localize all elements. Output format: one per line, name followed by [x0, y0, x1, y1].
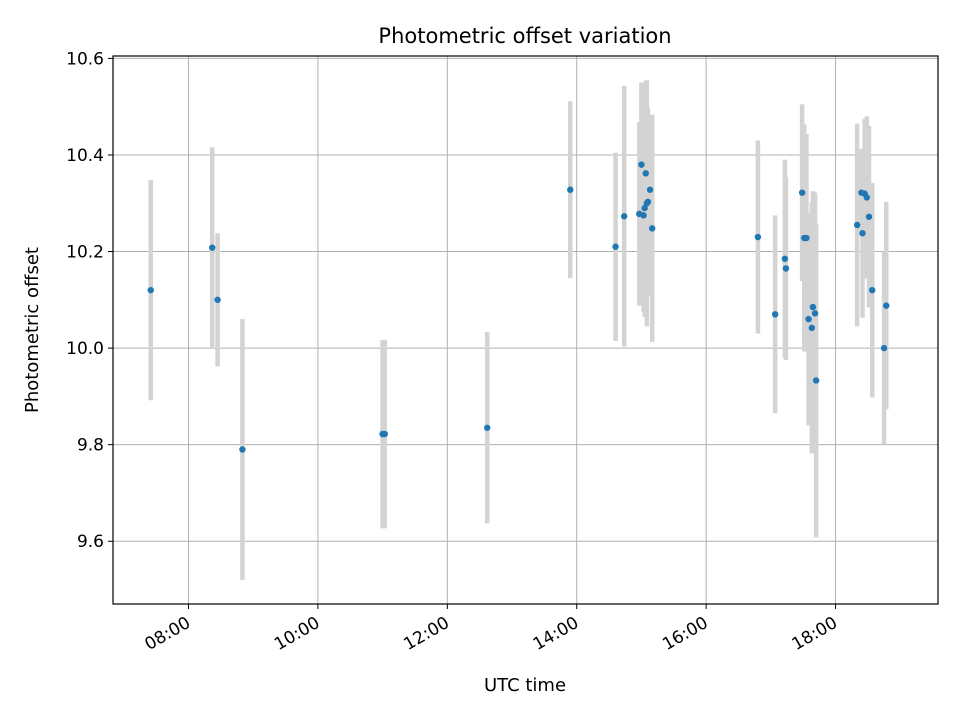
data-point: [754, 233, 762, 241]
data-point: [646, 186, 654, 193]
data-point: [209, 244, 216, 251]
data-point: [567, 186, 574, 193]
data-point: [811, 310, 819, 317]
y-tick-label: 10.0: [66, 339, 104, 359]
data-point: [805, 315, 812, 323]
x-tick-label: 14:00: [530, 613, 582, 655]
data-point: [147, 286, 154, 294]
y-axis-title: Photometric offset: [22, 247, 43, 413]
y-tick-label: 10.6: [66, 49, 104, 69]
x-axis-ticks: 08:00 10:00 12:00 14:00 16:00 18:00: [142, 604, 841, 655]
plot-frame: [112, 55, 939, 605]
data-point: [640, 212, 647, 219]
data-points: [147, 161, 890, 453]
data-point: [781, 255, 789, 262]
chart-title: Photometric offset variation: [378, 24, 671, 48]
data-point: [883, 302, 890, 309]
data-point: [642, 170, 649, 177]
data-point: [612, 243, 619, 250]
data-point: [798, 189, 806, 196]
data-point: [808, 324, 816, 332]
data-point: [381, 430, 388, 438]
data-point: [782, 265, 790, 272]
x-tick-label: 12:00: [400, 613, 452, 655]
data-point: [620, 213, 628, 220]
data-point: [859, 229, 866, 237]
data-point: [809, 303, 817, 311]
data-point: [644, 198, 652, 206]
x-tick-label: 16:00: [659, 613, 711, 655]
data-point: [239, 446, 246, 453]
y-tick-label: 9.6: [77, 532, 104, 552]
y-tick-label: 10.2: [66, 243, 104, 263]
data-point: [880, 344, 888, 352]
data-point: [853, 221, 861, 229]
x-tick-label: 10:00: [271, 613, 323, 655]
data-point: [863, 194, 871, 201]
x-axis-title: UTC time: [484, 675, 566, 696]
data-point: [771, 311, 779, 318]
data-point: [812, 377, 820, 384]
y-axis-ticks: 9.6 9.8 10.0 10.2 10.4 10.6: [66, 49, 113, 552]
data-point: [649, 225, 656, 232]
data-point: [869, 286, 876, 294]
data-point: [214, 296, 221, 304]
data-point: [638, 161, 645, 168]
data-point: [865, 213, 873, 220]
data-point: [641, 204, 648, 212]
x-tick-label: 08:00: [142, 613, 194, 655]
y-tick-label: 10.4: [66, 146, 104, 166]
y-tick-label: 9.8: [77, 436, 104, 456]
data-point: [484, 424, 491, 431]
x-tick-label: 18:00: [789, 613, 841, 655]
data-point: [803, 234, 810, 242]
